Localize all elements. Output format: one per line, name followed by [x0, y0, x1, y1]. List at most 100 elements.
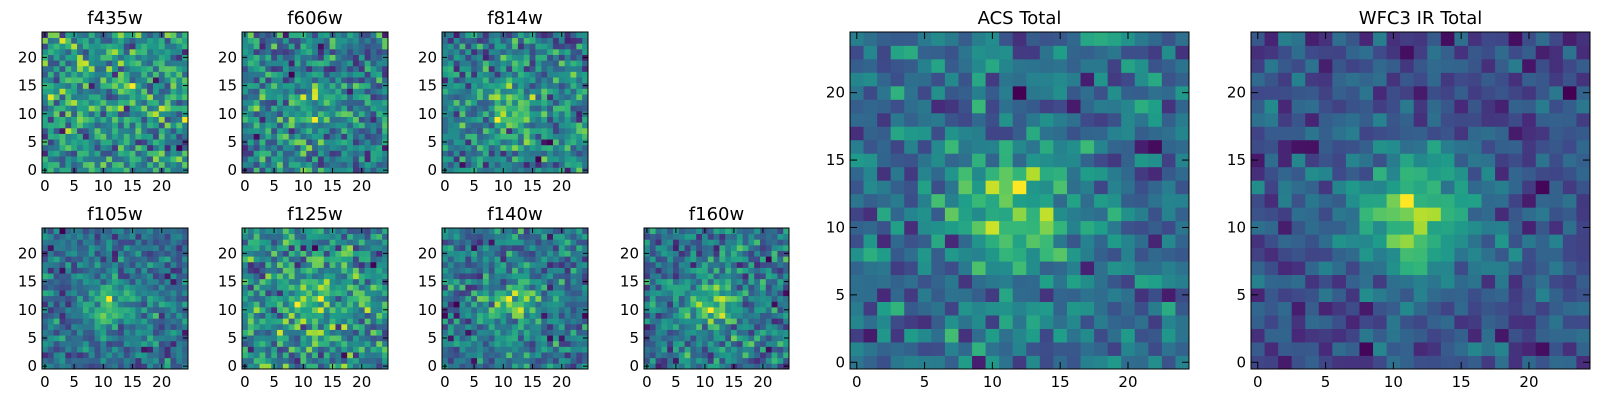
heatmap-cell: [59, 110, 66, 117]
heatmap-cell: [242, 340, 249, 347]
heatmap-cell: [707, 233, 714, 240]
heatmap-cell: [65, 228, 72, 235]
heatmap-cell: [736, 301, 743, 308]
heatmap-cell: [453, 32, 460, 39]
heatmap-cell: [65, 43, 72, 50]
heatmap-cell: [482, 150, 490, 157]
heatmap-cell: [777, 329, 784, 336]
heatmap-cell: [465, 233, 472, 240]
heatmap-cell: [47, 54, 55, 61]
heatmap-cell: [517, 82, 525, 89]
heatmap-cell: [352, 65, 360, 72]
heatmap-cell: [442, 340, 449, 347]
heatmap-cell: [453, 156, 460, 163]
heatmap-cell: [576, 284, 583, 291]
heatmap-cell: [731, 329, 738, 336]
heatmap-cell: [71, 244, 78, 251]
heatmap-cell: [152, 82, 160, 89]
heatmap-cell: [65, 284, 72, 291]
heatmap-cell: [719, 306, 726, 313]
heatmap-cell: [958, 153, 973, 168]
heatmap-cell: [985, 288, 1000, 302]
heatmap-cell: [482, 144, 490, 151]
heatmap-cell: [564, 139, 571, 146]
heatmap-cell: [352, 244, 360, 251]
heatmap-cell: [370, 233, 377, 240]
heatmap-cell: [306, 256, 313, 263]
heatmap-cell: [1107, 315, 1122, 329]
heatmap-cell: [82, 352, 90, 359]
heatmap-cell: [294, 99, 301, 106]
heatmap-cell: [541, 335, 548, 342]
heatmap-cell: [358, 346, 366, 353]
heatmap-cell: [152, 228, 160, 235]
heatmap-cell: [370, 256, 377, 263]
heatmap-cell: [176, 318, 183, 325]
heatmap-cell: [500, 284, 507, 291]
heatmap-cell: [158, 105, 166, 112]
heatmap-cell: [760, 335, 767, 342]
heatmap-cell: [152, 77, 160, 84]
heatmap-cell: [129, 329, 136, 336]
heatmap-cell: [1066, 288, 1081, 302]
heatmap-cell: [558, 329, 566, 336]
heatmap-cell: [288, 71, 295, 78]
heatmap-cell: [771, 363, 778, 370]
heatmap-cell: [1175, 166, 1190, 181]
heatmap-cell: [1080, 193, 1095, 208]
heatmap-cell: [494, 278, 501, 285]
heatmap-cell: [1053, 288, 1068, 302]
heatmap-cell: [564, 239, 571, 246]
heatmap-cell: [506, 110, 513, 117]
heatmap-cell: [77, 278, 84, 285]
heatmap-cell: [129, 99, 136, 106]
heatmap-cell: [300, 65, 307, 72]
heatmap-cell: [482, 65, 490, 72]
heatmap-cell: [164, 352, 171, 359]
heatmap-cell: [352, 156, 360, 163]
heatmap-cell: [341, 60, 348, 67]
heatmap-cell: [71, 335, 78, 342]
heatmap-cell: [453, 340, 460, 347]
heatmap-cell: [117, 363, 125, 370]
heatmap-cell: [655, 352, 662, 359]
heatmap-cell: [265, 346, 272, 353]
heatmap-cell: [1094, 247, 1109, 262]
heatmap-cell: [541, 290, 548, 297]
heatmap-cell: [300, 54, 307, 61]
heatmap-cell: [329, 284, 336, 291]
heatmap-cell: [471, 150, 478, 157]
heatmap-cell: [500, 94, 507, 101]
heatmap-cell: [523, 346, 530, 353]
x-tick-label: 15: [323, 373, 342, 391]
heatmap-cell: [678, 267, 685, 274]
heatmap-cell: [877, 153, 892, 168]
heatmap-cell: [644, 318, 651, 325]
heatmap-cell: [713, 312, 720, 319]
heatmap-cell: [112, 244, 119, 251]
heatmap-cell: [176, 144, 183, 151]
heatmap-cell: [564, 233, 571, 240]
heatmap-cell: [558, 301, 566, 308]
heatmap-cell: [253, 261, 260, 268]
heatmap-cell: [696, 306, 703, 313]
heatmap-cell: [523, 99, 530, 106]
heatmap-cell: [541, 82, 548, 89]
heatmap-cell: [529, 335, 536, 342]
heatmap-cell: [117, 161, 125, 168]
heatmap-cell: [182, 352, 189, 359]
heatmap-cell: [352, 228, 360, 235]
heatmap-cell: [376, 261, 383, 268]
heatmap-cell: [106, 32, 113, 39]
heatmap-cell: [47, 99, 55, 106]
heatmap-cell: [771, 284, 778, 291]
heatmap-cell: [352, 71, 360, 78]
heatmap-cell: [649, 329, 656, 336]
heatmap-cell: [82, 60, 90, 67]
heatmap-cell: [271, 88, 278, 95]
heatmap-cell: [106, 139, 113, 146]
heatmap-cell: [329, 306, 336, 313]
heatmap-cell: [558, 250, 566, 257]
heatmap-cell: [271, 318, 278, 325]
heatmap-cell: [985, 247, 1000, 262]
